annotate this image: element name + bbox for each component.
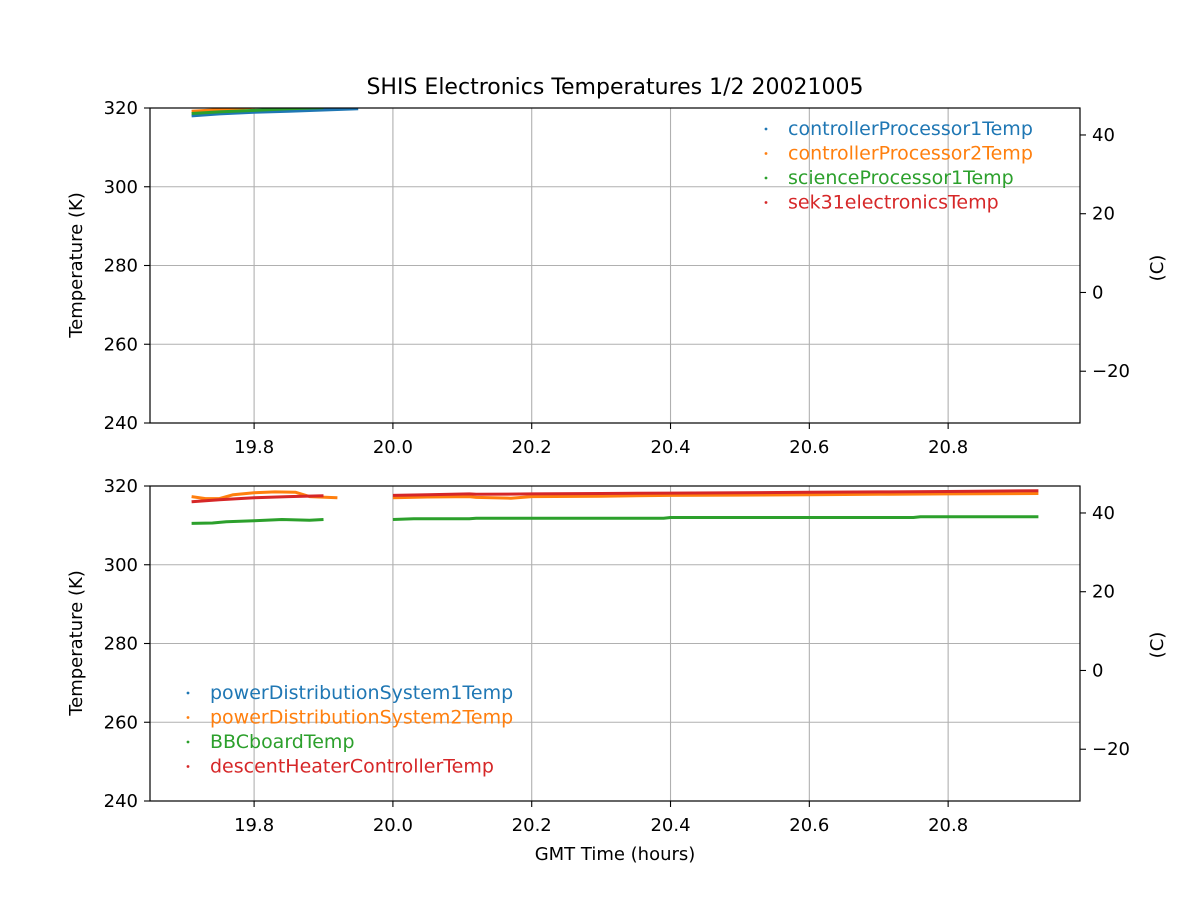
legend-label: sek31electronicsTemp: [788, 192, 999, 214]
legend-label: controllerProcessor1Temp: [788, 118, 1033, 140]
x-tick-label: 20.4: [650, 437, 690, 458]
bottom-legend: powerDistributionSystem1Temp powerDistrib…: [186, 682, 513, 778]
x-tick-label: 20.8: [928, 815, 968, 836]
bottom-right-y-axis-label: (C): [1147, 632, 1168, 659]
x-axis-label: GMT Time (hours): [535, 844, 696, 865]
series-trace: [191, 494, 324, 504]
series-trace: [191, 108, 359, 118]
y-tick-label: 260: [104, 712, 138, 733]
top-panel: 19.8 20.0 20.2 20.4 20.6 20.8 240 260 280 300 320…: [66, 98, 1168, 458]
y-tick-label: 320: [104, 476, 138, 497]
bottom-panel: 19.8 20.0 20.2 20.4 20.6 20.8 240 260 280 300 320…: [66, 476, 1168, 865]
x-tick-label: 20.2: [512, 437, 552, 458]
legend-marker: [186, 716, 190, 719]
top-y-axis-label: Temperature (K): [66, 192, 87, 339]
bottom-y-ticks: 240 260 280 300 320: [104, 476, 150, 812]
y-tick-label: 240: [104, 791, 138, 812]
bottom-data-series: [191, 489, 1039, 525]
legend-marker: [186, 765, 190, 768]
legend-marker: [764, 127, 768, 131]
legend-label: BBCboardTemp: [210, 731, 355, 753]
right-y-tick-label: −20: [1092, 361, 1130, 382]
x-tick-label: 19.8: [234, 437, 274, 458]
figure-title: SHIS Electronics Temperatures 1/2 200210…: [366, 75, 863, 100]
y-tick-label: 300: [104, 177, 138, 198]
legend-label: controllerProcessor2Temp: [788, 143, 1033, 165]
y-tick-label: 320: [104, 98, 138, 119]
right-y-tick-label: 20: [1092, 204, 1115, 225]
y-tick-label: 260: [104, 334, 138, 355]
x-tick-label: 20.6: [789, 437, 829, 458]
top-legend: controllerProcessor1Temp controllerProces…: [764, 118, 1033, 214]
y-tick-label: 280: [104, 634, 138, 655]
series-trace: [191, 518, 324, 525]
top-right-y-axis-label: (C): [1147, 255, 1168, 282]
right-y-tick-label: 40: [1092, 125, 1115, 146]
y-tick-label: 280: [104, 256, 138, 277]
top-y-ticks: 240 260 280 300 320: [104, 98, 150, 434]
bottom-right-y-ticks: −20 0 20 40: [1080, 503, 1130, 760]
x-tick-label: 20.2: [512, 815, 552, 836]
y-tick-label: 300: [104, 555, 138, 576]
legend-marker: [186, 740, 190, 744]
x-tick-label: 20.0: [373, 437, 413, 458]
series-trace: [392, 489, 1039, 497]
series-trace: [392, 515, 1039, 521]
legend-label: powerDistributionSystem2Temp: [210, 707, 513, 729]
x-tick-label: 20.0: [373, 815, 413, 836]
right-y-tick-label: 20: [1092, 582, 1115, 603]
top-right-y-ticks: −20 0 20 40: [1080, 125, 1130, 382]
bottom-y-axis-label: Temperature (K): [66, 570, 87, 717]
legend-label: descentHeaterControllerTemp: [210, 756, 494, 778]
legend-marker: [764, 201, 768, 204]
right-y-tick-label: 0: [1092, 282, 1103, 303]
legend-marker: [764, 152, 768, 155]
top-x-ticks: 19.8 20.0 20.2 20.4 20.6 20.8: [234, 423, 968, 458]
right-y-tick-label: −20: [1092, 739, 1130, 760]
series-trace: [392, 492, 1039, 500]
series-trace: [191, 108, 270, 113]
bottom-x-ticks: 19.8 20.0 20.2 20.4 20.6 20.8: [234, 801, 968, 836]
x-tick-label: 20.6: [789, 815, 829, 836]
legend-label: scienceProcessor1Temp: [788, 167, 1014, 189]
x-tick-label: 19.8: [234, 815, 274, 836]
legend-marker: [764, 176, 768, 180]
bottom-grid: [150, 485, 1080, 802]
x-tick-label: 20.8: [928, 437, 968, 458]
legend-label: powerDistributionSystem1Temp: [210, 682, 513, 704]
y-tick-label: 240: [104, 413, 138, 434]
legend-marker: [186, 691, 190, 695]
right-y-tick-label: 0: [1092, 660, 1103, 681]
x-tick-label: 20.4: [650, 815, 690, 836]
right-y-tick-label: 40: [1092, 503, 1115, 524]
